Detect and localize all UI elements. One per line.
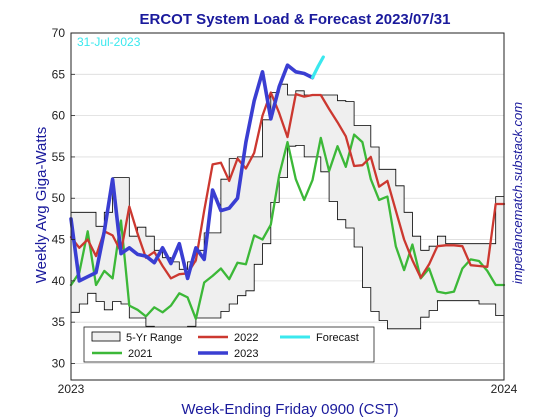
plot-frame — [70, 32, 505, 381]
legend-swatch-range — [91, 331, 121, 342]
y-tick-label-70: 70 — [52, 26, 66, 40]
x-tick-label-start: 2023 — [58, 382, 85, 396]
y-tick-label-30: 30 — [52, 356, 66, 370]
y-tick-label-45: 45 — [52, 233, 66, 247]
legend-box — [83, 326, 375, 363]
legend-label-forecast: Forecast — [316, 332, 359, 344]
y-ticks: 30 35 40 45 50 55 60 65 70 — [52, 26, 75, 370]
chart-title: ERCOT System Load & Forecast 2023/07/31 — [140, 11, 451, 28]
legend-label-2022: 2022 — [234, 332, 258, 344]
credit-label: impedancematch.substack.com — [510, 102, 525, 284]
legend: 5-Yr Range 2022 Forecast 2021 2023 — [83, 326, 375, 363]
y-tick-label-60: 60 — [52, 109, 66, 123]
y-axis-label: Weekly Avg Giga-Watts — [33, 127, 50, 283]
legend-label-range: 5-Yr Range — [126, 332, 182, 344]
series-line-forecast — [310, 55, 325, 80]
x-tick-label-end: 2024 — [491, 382, 518, 396]
y-tick-label-65: 65 — [52, 67, 66, 81]
series-line-2023 — [69, 63, 315, 283]
y-tick-label-40: 40 — [52, 274, 66, 288]
series-line-2021 — [69, 133, 506, 321]
date-annotation: 31-Jul-2023 — [77, 35, 141, 49]
series-line-2022 — [69, 91, 506, 280]
five-year-range-band — [70, 83, 505, 333]
legend-label-2023: 2023 — [234, 348, 258, 360]
series-layer — [69, 55, 506, 321]
y-tick-label-55: 55 — [52, 150, 66, 164]
y-tick-label-35: 35 — [52, 315, 66, 329]
y-tick-label-50: 50 — [52, 191, 66, 205]
legend-label-2021: 2021 — [128, 348, 152, 360]
x-axis-label: Week-Ending Friday 0900 (CST) — [181, 401, 398, 418]
